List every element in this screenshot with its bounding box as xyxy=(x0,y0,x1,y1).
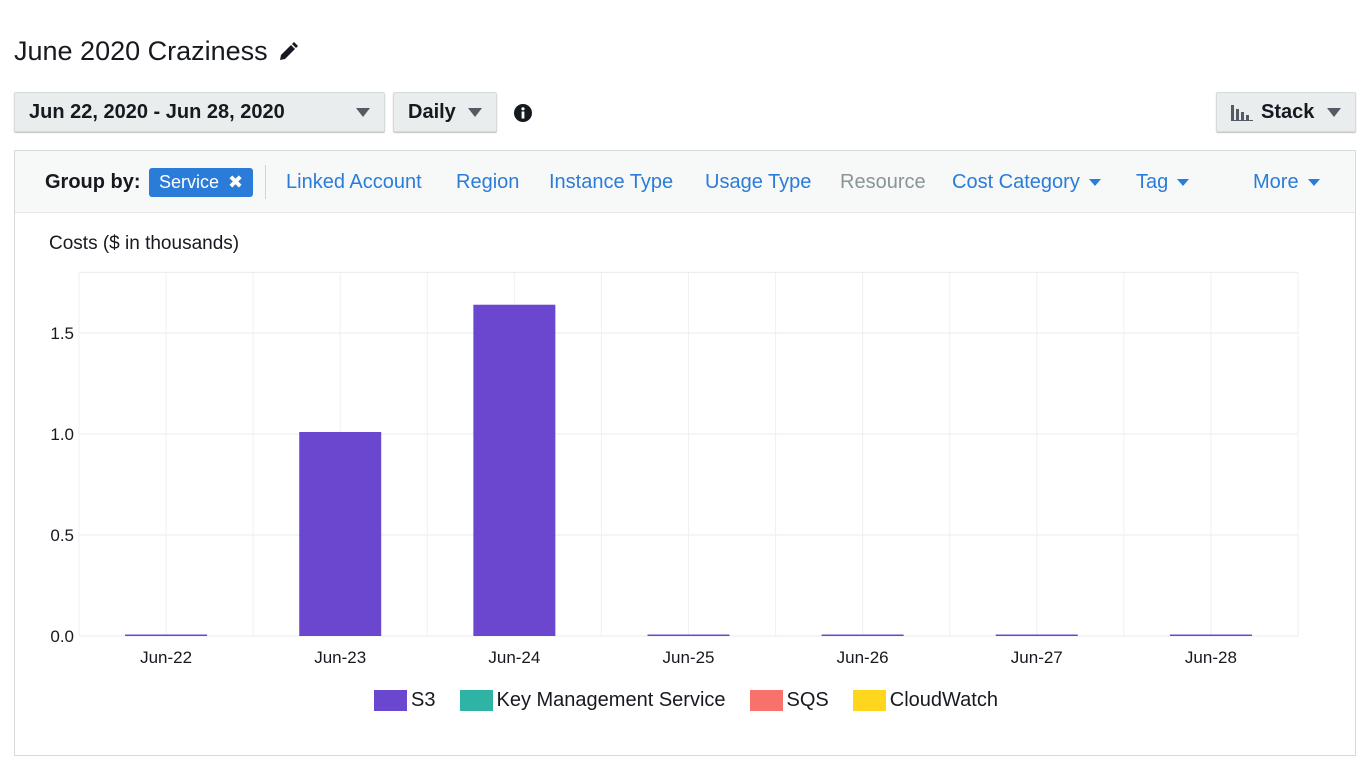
bar-s3-jun-24 xyxy=(473,304,556,636)
legend-item-sqs[interactable]: SQS xyxy=(749,689,829,712)
x-tick-label: Jun-24 xyxy=(488,648,540,667)
chart-style-label: Stack xyxy=(1261,100,1315,123)
y-tick-label: 1.5 xyxy=(50,324,74,343)
group-by-bar: Group by: Service ✖ Linked Account Regio… xyxy=(15,151,1355,213)
date-range-dropdown[interactable]: Jun 22, 2020 - Jun 28, 2020 xyxy=(14,92,385,132)
bar-s3-jun-27 xyxy=(995,634,1078,636)
legend-swatch xyxy=(374,690,408,711)
report-name: June 2020 Craziness xyxy=(14,36,268,66)
chevron-down-icon xyxy=(1307,179,1320,186)
chevron-down-icon xyxy=(1327,107,1341,117)
legend-swatch xyxy=(459,690,493,711)
bar-s3-jun-25 xyxy=(647,634,730,636)
service-filter-chip[interactable]: Service ✖ xyxy=(149,168,254,197)
chart-y-axis-title: Costs ($ in thousands) xyxy=(49,233,240,254)
chevron-down-icon xyxy=(468,107,482,117)
bar-chart-icon xyxy=(1231,105,1253,121)
close-icon[interactable]: ✖ xyxy=(228,172,244,192)
bar-s3-jun-28 xyxy=(1169,634,1252,636)
granularity-label: Daily xyxy=(408,100,456,123)
group-by-cost-category[interactable]: Cost Category xyxy=(952,171,1101,194)
x-tick-label: Jun-22 xyxy=(140,648,192,667)
divider xyxy=(265,165,266,199)
cost-bar-chart: 0.0 0.5 1.0 1.5 Jun-22 Jun-23 Jun-24 Jun-25 Jun-… xyxy=(50,271,1299,667)
legend-swatch xyxy=(749,690,783,711)
bar-s3-jun-22 xyxy=(125,634,208,636)
x-tick-label: Jun-23 xyxy=(314,648,366,667)
pencil-icon[interactable] xyxy=(278,41,298,62)
chip-label: Service xyxy=(159,172,220,192)
chart-style-dropdown[interactable]: Stack xyxy=(1216,92,1356,132)
group-by-linked-account[interactable]: Linked Account xyxy=(286,171,422,193)
y-tick-label: 0.0 xyxy=(50,627,74,646)
x-tick-label: Jun-28 xyxy=(1185,648,1237,667)
group-by-region[interactable]: Region xyxy=(456,171,520,193)
x-tick-label: Jun-25 xyxy=(663,648,715,667)
legend-swatch xyxy=(852,690,886,711)
bar-s3-jun-23 xyxy=(299,431,382,636)
group-by-instance-type[interactable]: Instance Type xyxy=(549,171,674,193)
x-tick-label: Jun-26 xyxy=(837,648,889,667)
y-tick-label: 1.0 xyxy=(50,425,74,444)
legend-item-s3[interactable]: S3 xyxy=(374,689,436,712)
granularity-dropdown[interactable]: Daily xyxy=(393,92,497,132)
group-by-label: Group by: xyxy=(45,171,141,193)
chart-legend: S3 Key Management Service SQS CloudWatch xyxy=(15,689,1357,712)
group-by-usage-type[interactable]: Usage Type xyxy=(705,171,812,193)
legend-item-kms[interactable]: Key Management Service xyxy=(459,689,726,712)
bar-s3-jun-26 xyxy=(821,634,904,636)
group-by-resource: Resource xyxy=(840,171,926,193)
group-by-tag[interactable]: Tag xyxy=(1136,171,1190,194)
info-icon[interactable] xyxy=(514,104,532,122)
x-tick-label: Jun-27 xyxy=(1011,648,1063,667)
page-title: June 2020 Craziness xyxy=(14,36,298,67)
chevron-down-icon xyxy=(356,107,370,117)
chevron-down-icon xyxy=(1177,179,1190,186)
date-range-label: Jun 22, 2020 - Jun 28, 2020 xyxy=(29,100,285,123)
group-by-more[interactable]: More xyxy=(1253,171,1320,194)
cost-chart-panel: Group by: Service ✖ Linked Account Regio… xyxy=(14,150,1356,756)
y-tick-label: 0.5 xyxy=(50,526,74,545)
legend-item-cloudwatch[interactable]: CloudWatch xyxy=(852,689,998,712)
chevron-down-icon xyxy=(1088,179,1101,186)
